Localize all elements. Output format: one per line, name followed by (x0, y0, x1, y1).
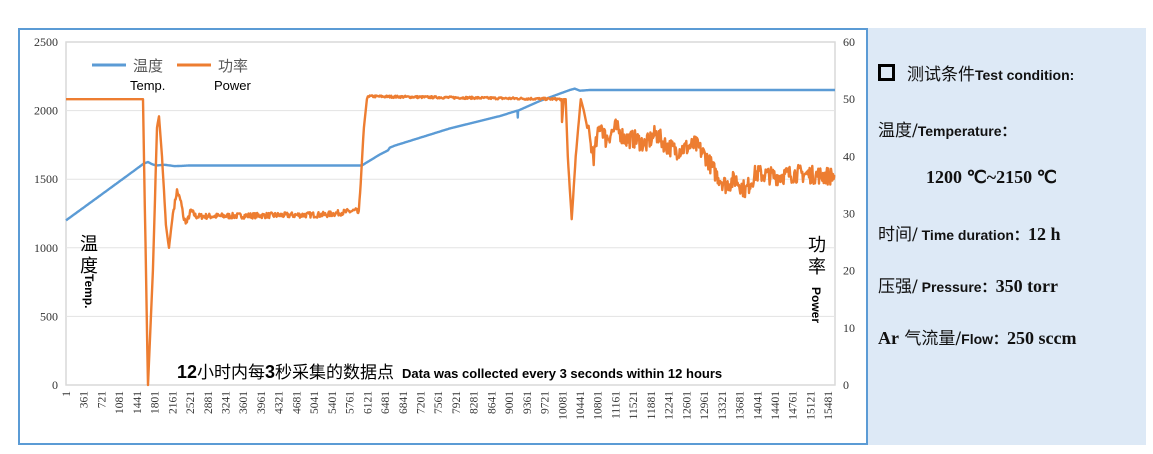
y-right-tick-label: 40 (843, 149, 855, 163)
x-tick-label: 3601 (238, 391, 250, 414)
right-axis-ticks: 0 10 20 30 40 50 60 (843, 35, 855, 392)
x-tick-label: 2881 (203, 391, 215, 414)
pressure: 压强/ Pressure：350 torr (878, 276, 1059, 297)
x-tick-label: 14761 (788, 391, 800, 420)
x-tick-label: 5761 (345, 391, 357, 414)
left-axis-label: 温 度 Temp. (80, 234, 98, 308)
x-tick-label: 11161 (610, 391, 622, 419)
x-tick-label: 12961 (699, 391, 711, 420)
x-tick-label: 4321 (274, 391, 286, 414)
x-tick-label: 10081 (557, 391, 569, 420)
x-tick-label: 7561 (433, 391, 445, 414)
x-tick-label: 15121 (805, 391, 817, 420)
right-axis-label-cn-1: 功 (808, 235, 826, 256)
x-tick-label: 12241 (664, 391, 676, 420)
y-left-tick-label: 0 (52, 378, 58, 392)
y-right-tick-label: 0 (843, 378, 849, 392)
x-tick-label: 11881 (646, 391, 658, 420)
x-tick-label: 7201 (415, 391, 427, 414)
x-tick-label: 14041 (752, 391, 764, 420)
y-left-tick-label: 500 (40, 309, 58, 323)
checkbox-square-icon (878, 64, 895, 81)
x-tick-label: 1801 (150, 391, 162, 414)
x-tick-label: 13681 (735, 391, 747, 420)
chart-annotation: 12小时内每3秒采集的数据点 Data was collected every 3… (177, 362, 722, 383)
x-tick-label: 3241 (221, 391, 233, 414)
x-tick-label: 6841 (398, 391, 410, 414)
x-tick-label: 10801 (593, 391, 605, 420)
x-tick-label: 1081 (114, 391, 126, 414)
y-right-tick-label: 30 (843, 207, 855, 221)
left-axis-label-cn-2: 度 (80, 256, 98, 277)
x-tick-label: 9721 (540, 391, 552, 414)
x-tick-label: 721 (96, 391, 108, 409)
gridlines (66, 110, 835, 317)
y-left-tick-label: 1500 (34, 172, 58, 186)
y-right-tick-label: 60 (843, 35, 855, 49)
x-tick-label: 1441 (132, 391, 144, 414)
x-tick-label: 2521 (185, 391, 197, 414)
x-tick-label: 5401 (327, 391, 339, 414)
temperature-value: 1200 ℃~2150 ℃ (926, 167, 1057, 187)
series-lines (65, 87, 836, 387)
time-duration: 时间/ Time duration：12 h (878, 224, 1061, 245)
x-tick-label: 9361 (522, 391, 534, 414)
x-axis-ticks: 1 361 721 1081 1441 1801 2161 2521 2881 3241 3601 3… (61, 391, 835, 420)
left-axis-label-cn-1: 温 (80, 234, 98, 255)
legend-power-en: Power (214, 78, 252, 93)
left-axis-ticks: 0 500 1000 1500 2000 2500 (34, 35, 58, 392)
y-right-tick-label: 10 (843, 321, 855, 335)
conditions-heading: 测试条件Test condition: (878, 60, 1074, 85)
x-tick-label: 13321 (717, 391, 729, 420)
y-right-tick-label: 50 (843, 92, 855, 106)
x-tick-label: 8281 (469, 391, 481, 414)
y-right-tick-label: 20 (843, 264, 855, 278)
line-chart: 0 500 1000 1500 2000 2500 0 10 20 30 40 50 60 1 361 7… (34, 35, 855, 420)
x-tick-label: 4681 (291, 391, 303, 414)
x-tick-label: 361 (79, 391, 91, 409)
legend-temp-en: Temp. (130, 78, 165, 93)
temperature-label: 温度/Temperature： (878, 121, 1016, 141)
x-tick-label: 6481 (380, 391, 392, 414)
legend-temp-cn: 温度 (133, 57, 163, 75)
test-conditions-panel: 测试条件Test condition: 温度/Temperature： 1200… (868, 28, 1146, 445)
x-tick-label: 6121 (362, 391, 374, 414)
x-tick-label: 1 (61, 391, 73, 397)
legend-power-cn: 功率 (218, 57, 248, 75)
x-tick-label: 12601 (681, 391, 693, 420)
y-left-tick-label: 2000 (34, 104, 58, 118)
x-tick-label: 8641 (486, 391, 498, 414)
x-tick-label: 3961 (256, 391, 268, 414)
x-tick-label: 11521 (628, 391, 640, 420)
y-left-tick-label: 1000 (34, 241, 58, 255)
right-axis-label-en: Power (809, 287, 823, 323)
temperature-line (65, 87, 836, 222)
x-tick-label: 5041 (309, 391, 321, 414)
right-axis-label: 功 率 Power (808, 235, 826, 323)
x-tick-label: 7921 (451, 391, 463, 414)
plot-area (65, 41, 836, 386)
ar-flow: Ar 气流量/Flow：250 sccm (878, 328, 1077, 349)
left-axis-label-en: Temp. (82, 274, 96, 308)
power-line (65, 94, 836, 387)
x-tick-label: 14401 (770, 391, 782, 420)
x-tick-label: 15481 (823, 391, 835, 420)
y-left-tick-label: 2500 (34, 35, 58, 49)
legend: 温度 Temp. 功率 Power (92, 57, 252, 93)
x-tick-label: 10441 (575, 391, 587, 420)
x-tick-label: 9001 (504, 391, 516, 414)
right-axis-label-cn-2: 率 (808, 257, 826, 278)
x-tick-label: 2161 (167, 391, 179, 414)
